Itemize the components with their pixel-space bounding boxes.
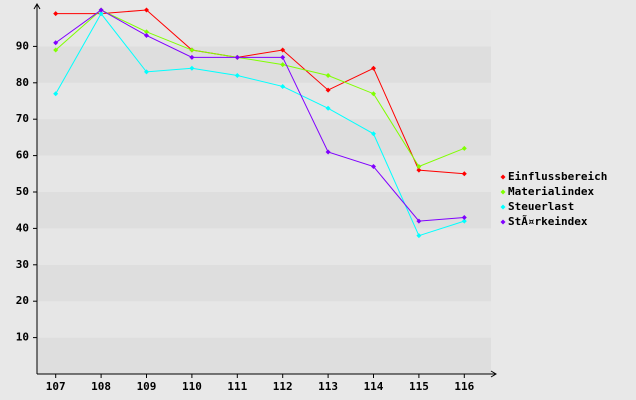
point [234,73,240,79]
point [416,164,422,170]
series-line [55,9,465,168]
legend-label: StÃ¤rkeindex [508,215,588,228]
point [144,29,149,35]
grid-band [37,301,491,338]
point [325,149,331,155]
y-tick-label: 30 [16,258,29,271]
y-tick-label: 80 [16,76,29,89]
point [53,91,59,97]
point [280,54,286,60]
legend-label: Steuerlast [508,200,574,213]
point [144,69,149,75]
legend-label: Materialindex [508,185,594,198]
point [325,73,331,79]
point [98,7,104,13]
point [325,87,331,93]
grid-band [37,228,491,265]
point [416,167,422,173]
y-tick-label: 20 [16,294,29,307]
series-line [55,9,465,175]
legend-label: Einflussbereich [508,170,607,183]
y-arrow [33,3,41,10]
legend-marker [500,204,506,210]
point [371,65,376,71]
legend-marker [500,174,506,180]
point [144,7,149,13]
x-tick-label: 114 [364,380,384,393]
point [144,32,149,38]
x-tick-label: 112 [273,380,293,393]
point [461,171,467,177]
x-tick-label: 110 [182,380,202,393]
point [98,11,104,17]
point [280,83,286,89]
point [189,54,195,60]
point [53,11,59,17]
grid-band [37,192,491,229]
grid-band [37,119,491,156]
y-tick-label: 10 [16,331,29,344]
y-tick-label: 60 [16,149,29,162]
point [416,218,422,224]
point [280,62,286,68]
y-tick-label: 90 [16,39,29,52]
point [371,164,376,170]
series-line [55,9,465,222]
legend-marker [500,219,506,225]
point [461,214,467,220]
x-tick-label: 107 [46,380,66,393]
grid-band [37,10,491,47]
x-tick-label: 115 [409,380,429,393]
x-arrow [490,370,497,378]
point [234,54,240,60]
legend-marker [500,189,506,195]
grid-band [37,46,491,83]
grid-band [37,155,491,192]
point [189,47,195,53]
point [416,233,422,239]
point [461,218,467,224]
point [189,65,195,71]
grid-band [37,264,491,302]
grid-band [37,337,491,374]
x-tick-label: 111 [227,380,247,393]
x-tick-label: 116 [454,380,474,393]
x-tick-label: 109 [137,380,157,393]
point [280,47,286,53]
point [371,131,376,137]
point [461,145,467,151]
x-tick-label: 108 [91,380,111,393]
x-tick-label: 113 [318,380,338,393]
point [325,105,331,111]
grid-band [37,82,491,120]
point [53,40,59,46]
point [53,47,59,53]
y-tick-label: 40 [16,221,29,234]
y-tick-label: 50 [16,185,29,198]
point [371,91,376,97]
series-line [55,12,465,237]
y-tick-label: 70 [16,112,29,125]
